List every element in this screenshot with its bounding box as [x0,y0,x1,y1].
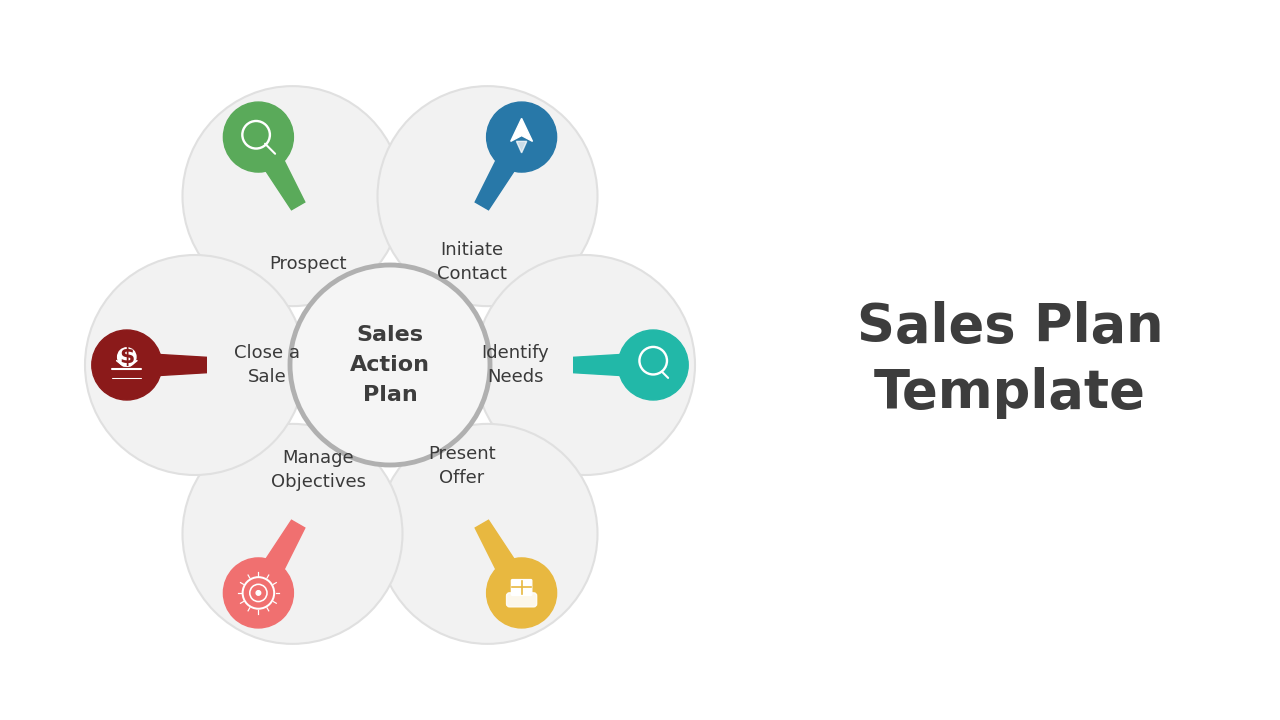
FancyBboxPatch shape [512,580,531,595]
Polygon shape [475,153,518,210]
Circle shape [618,330,689,400]
Text: Identify
Needs: Identify Needs [481,344,549,386]
Polygon shape [573,354,628,376]
Text: Sales Plan
Template: Sales Plan Template [856,301,1164,419]
Polygon shape [261,521,305,577]
Text: Close a
Sale: Close a Sale [234,344,300,386]
Text: Prospect: Prospect [270,256,347,274]
Circle shape [118,348,136,366]
Circle shape [291,265,490,465]
Polygon shape [511,118,532,141]
Circle shape [486,558,557,628]
Text: Sales
Action
Plan: Sales Action Plan [349,325,430,405]
Text: Manage
Objectives: Manage Objectives [271,449,366,491]
Polygon shape [151,354,206,376]
Text: $: $ [119,347,134,367]
Circle shape [84,255,305,475]
Circle shape [486,102,557,172]
Circle shape [256,590,261,595]
Polygon shape [261,153,305,210]
Circle shape [183,86,402,306]
Circle shape [475,255,695,475]
Polygon shape [516,141,527,153]
Text: Present
Offer: Present Offer [428,444,495,487]
Circle shape [92,330,161,400]
FancyBboxPatch shape [507,593,536,607]
Circle shape [224,102,293,172]
Circle shape [183,424,402,644]
Text: Initiate
Contact: Initiate Contact [436,241,507,284]
Polygon shape [475,521,518,577]
Circle shape [378,424,598,644]
Circle shape [224,558,293,628]
Circle shape [378,86,598,306]
